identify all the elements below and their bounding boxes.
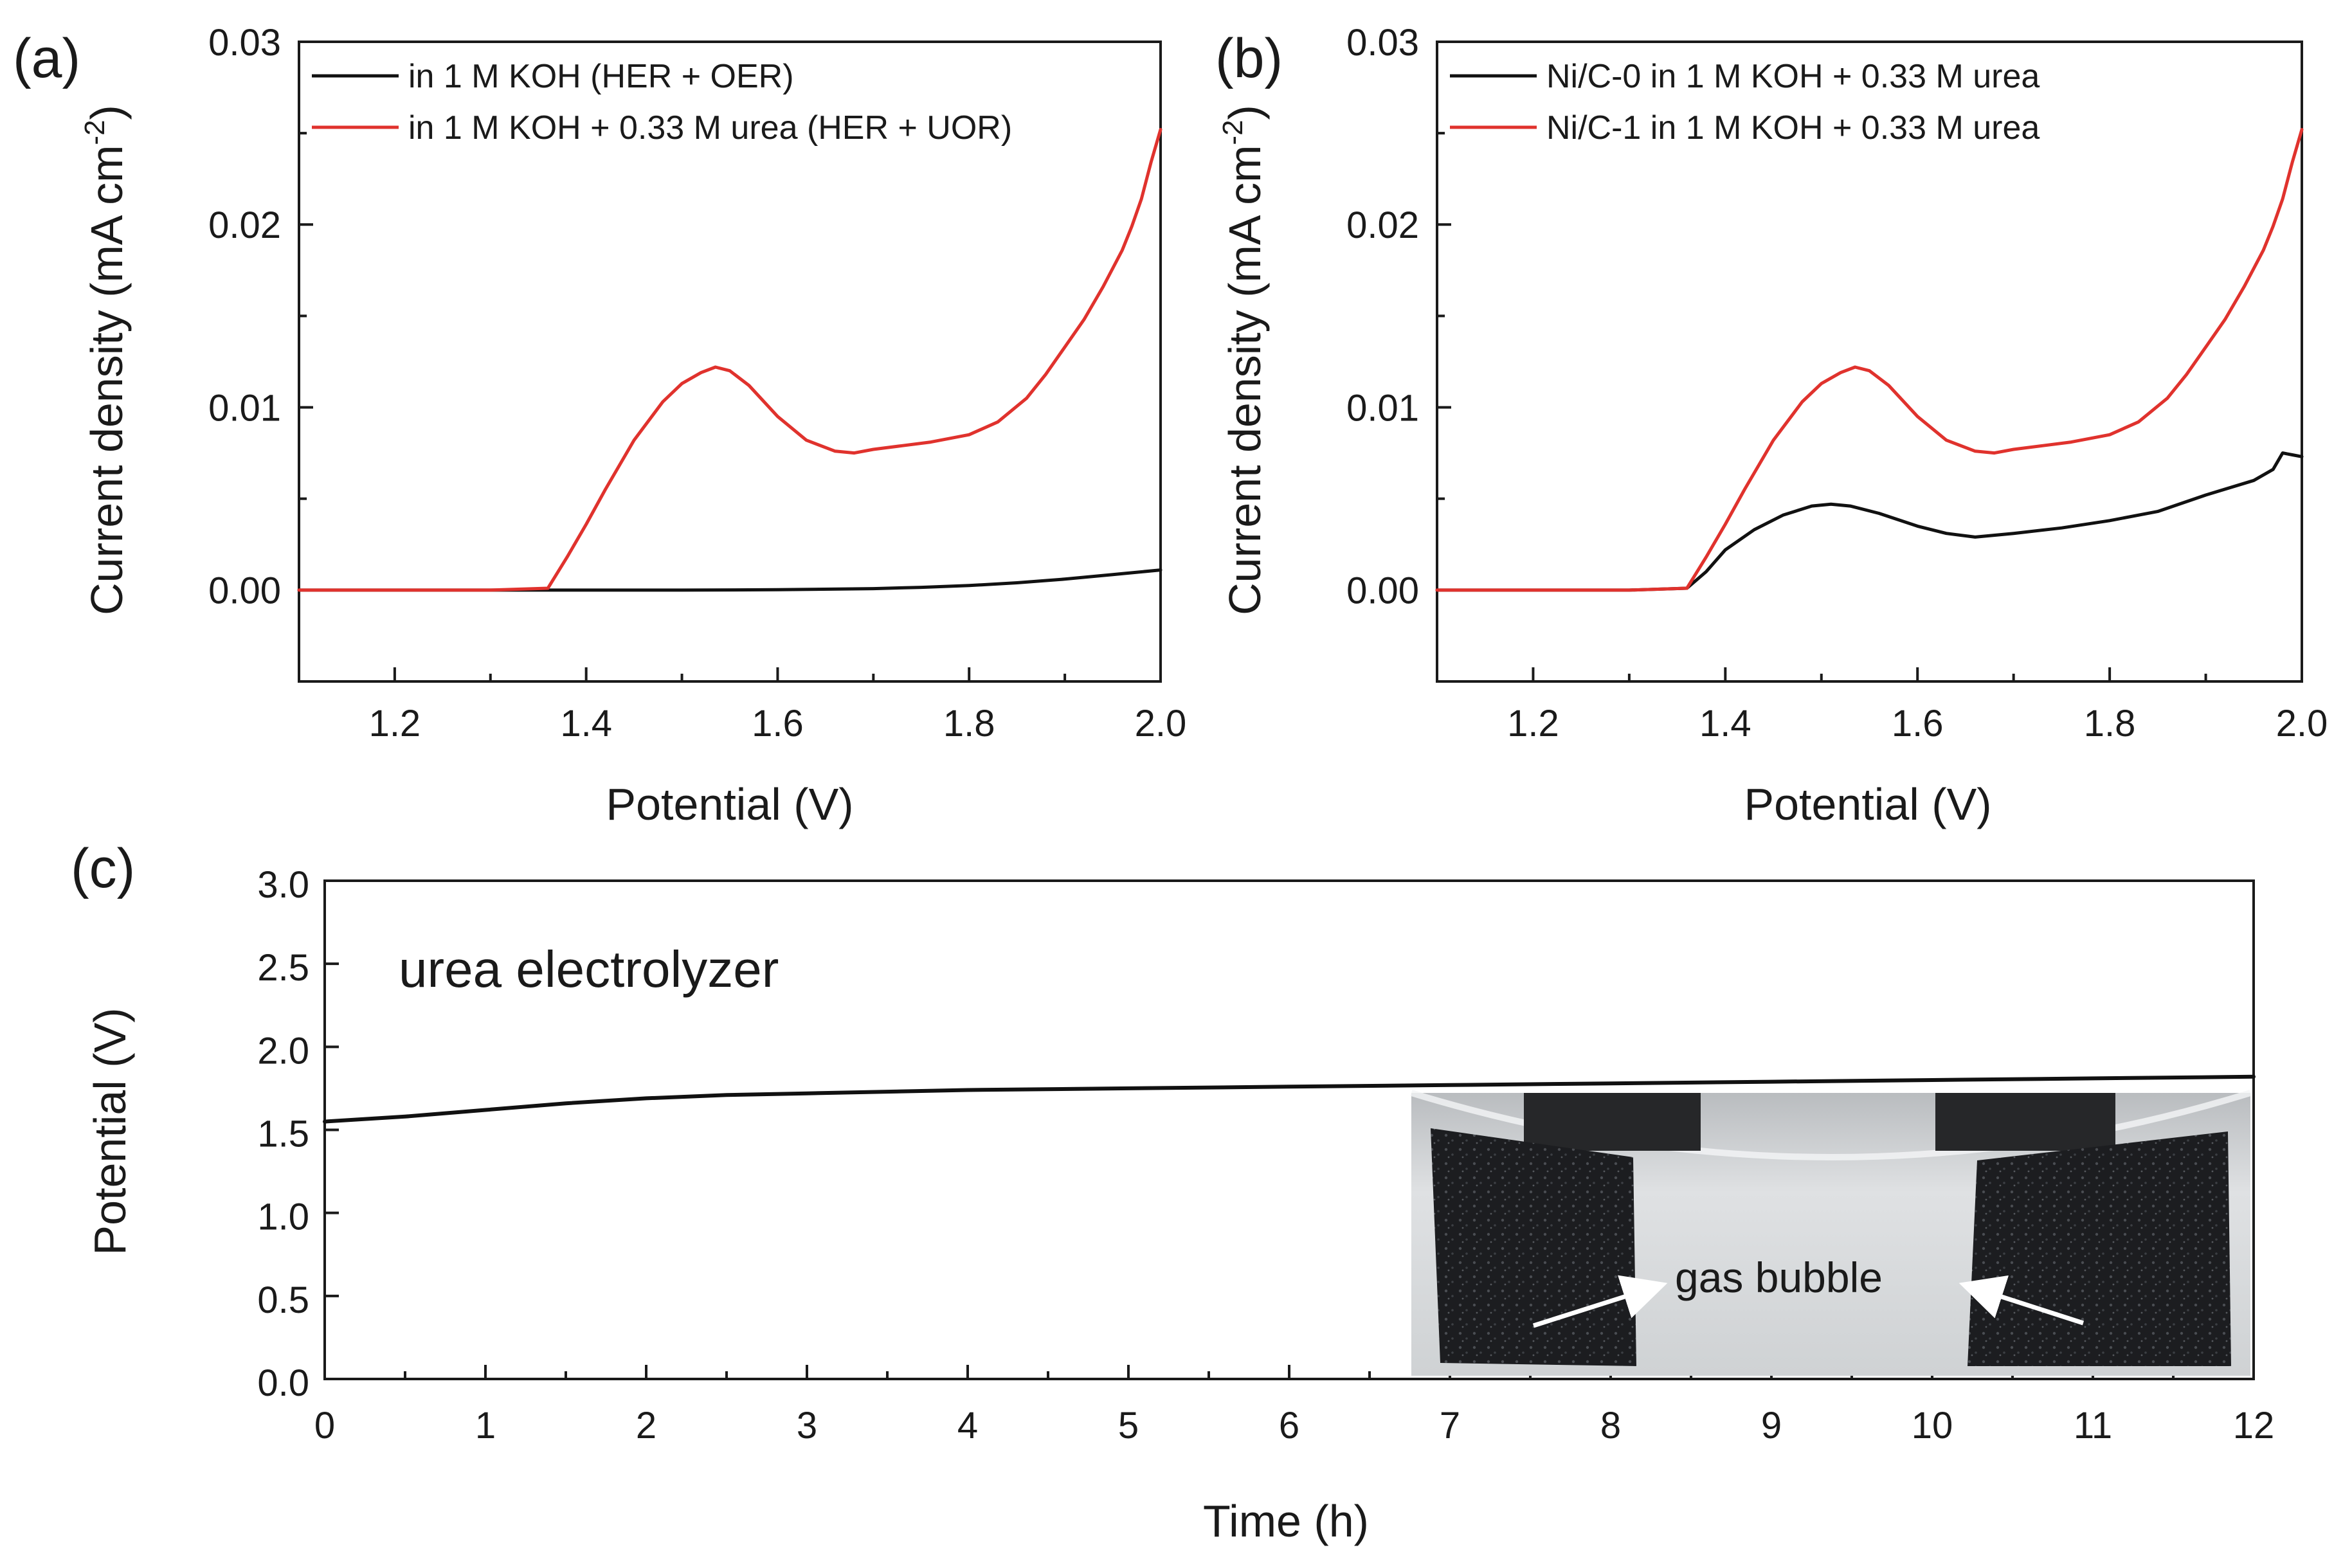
y-tick-label: 2.5 [257, 947, 309, 989]
x-tick-label: 1.4 [1699, 703, 1751, 744]
x-tick-label: 5 [1118, 1405, 1139, 1446]
panel-a: (a) 1.2 1.4 1.6 1.8 2.0 0.00 0.01 0.02 0.03 Pot… [13, 22, 1186, 829]
legend-a: in 1 M KOH (HER + OER) in 1 M KOH + 0.33… [312, 58, 1012, 147]
y-tick-label: 0.03 [1346, 22, 1419, 64]
electrode-foam-right [1968, 1131, 2231, 1366]
y-tick-label: 0.03 [208, 22, 281, 64]
x-tick-label: 2 [636, 1405, 656, 1446]
inset-caption: gas bubble [1675, 1254, 1883, 1301]
y-tick-label: 0.02 [1346, 204, 1419, 246]
y-tick-labels-a: 0.00 0.01 0.02 0.03 [208, 22, 281, 612]
x-tick-label: 10 [1912, 1405, 1953, 1446]
series-group-c [323, 1074, 2256, 1124]
y-axis-title-a: Current density (mA cm-2) [79, 105, 132, 615]
y-axis-title-a-sup: -2 [79, 120, 111, 145]
y-tick-labels-b: 0.00 0.01 0.02 0.03 [1346, 22, 1419, 612]
series-line-b-0 [1435, 451, 2304, 592]
y-axis-title-c: Potential (V) [85, 1007, 135, 1255]
y-tick-label: 0.0 [257, 1362, 309, 1404]
electrode-top-right [1935, 1093, 2115, 1151]
x-tick-label: 1.4 [560, 703, 612, 744]
x-tick-label: 1.2 [1507, 703, 1559, 744]
x-tick-label: 0 [314, 1405, 335, 1446]
y-tick-label: 0.01 [1346, 387, 1419, 429]
x-tick-label: 1.6 [752, 703, 804, 744]
panel-label-c: (c) [71, 838, 135, 899]
y-tick-label: 0.00 [1346, 570, 1419, 612]
legend-b: Ni/C-0 in 1 M KOH + 0.33 M urea Ni/C-1 i… [1450, 58, 2040, 147]
gas-bubble-arrow-right [1959, 1275, 2085, 1326]
y-axis-title-b-main: Current density (mA cm [1220, 145, 1270, 615]
x-tick-label: 12 [2233, 1405, 2275, 1446]
y-tick-labels-c: 0.0 0.5 1.0 1.5 2.0 2.5 3.0 [257, 864, 309, 1404]
x-tick-label: 1.8 [2084, 703, 2136, 744]
x-tick-label: 8 [1600, 1405, 1621, 1446]
panel-label-a: (a) [13, 28, 80, 89]
series-line-b-1 [1435, 128, 2304, 592]
y-tick-label: 1.5 [257, 1113, 309, 1155]
x-axis-title-b: Potential (V) [1744, 779, 1991, 829]
y-tick-label: 0.01 [208, 387, 281, 429]
inset-photo: gas bubble [1410, 1090, 2252, 1376]
electrode-top-left [1524, 1093, 1701, 1151]
panel-c: (c) 0 1 2 3 4 5 6 7 8 9 10 11 12 0.00.51.01.52.02.53… [71, 838, 2274, 1546]
y-axis-title-a-tail: ) [82, 105, 132, 120]
legend-b-label-0: Ni/C-0 in 1 M KOH + 0.33 M urea [1546, 58, 2040, 95]
series-line-c-0 [323, 1074, 2256, 1124]
x-tick-label: 7 [1440, 1405, 1460, 1446]
x-tick-label: 2.0 [1135, 703, 1187, 744]
series-group-a [297, 128, 1162, 592]
legend-b-label-1: Ni/C-1 in 1 M KOH + 0.33 M urea [1546, 109, 2040, 147]
x-tick-label: 6 [1279, 1405, 1299, 1446]
legend-a-label-1: in 1 M KOH + 0.33 M urea (HER + UOR) [408, 109, 1012, 147]
series-line-a-1 [297, 128, 1162, 592]
panel-b: (b) 1.2 1.4 1.6 1.8 2.0 0.00 0.01 0.02 0.03 Pot… [1215, 22, 2328, 829]
x-tick-label: 2.0 [2276, 703, 2328, 744]
y-tick-label: 1.0 [257, 1196, 309, 1238]
x-tick-labels-c: 0 1 2 3 4 5 6 7 8 9 10 11 12 [314, 1405, 2274, 1446]
electrode-foam-left [1431, 1128, 1636, 1366]
y-axis-title-b: Current density (mA cm-2) [1217, 105, 1270, 615]
y-tick-label: 0.5 [257, 1279, 309, 1321]
x-tick-label: 3 [797, 1405, 817, 1446]
x-tick-label: 1 [475, 1405, 496, 1446]
series-line-a-0 [297, 568, 1162, 592]
legend-a-label-0: in 1 M KOH (HER + OER) [408, 58, 794, 95]
x-tick-label: 1.6 [1892, 703, 1944, 744]
y-axis-title-b-tail: ) [1220, 105, 1270, 120]
x-tick-labels-a: 1.2 1.4 1.6 1.8 2.0 [369, 703, 1187, 744]
panel-label-b: (b) [1215, 28, 1283, 89]
x-tick-labels-b: 1.2 1.4 1.6 1.8 2.0 [1507, 703, 2328, 744]
series-group-b [1435, 128, 2304, 592]
y-tick-label: 0.00 [208, 570, 281, 612]
x-tick-label: 4 [957, 1405, 978, 1446]
x-axis-title-c: Time (h) [1203, 1496, 1369, 1546]
x-tick-label: 1.8 [943, 703, 995, 744]
x-axis-title-a: Potential (V) [606, 779, 853, 829]
y-tick-label: 3.0 [257, 864, 309, 906]
gas-bubble-arrow-left [1532, 1275, 1668, 1328]
y-tick-label: 2.0 [257, 1030, 309, 1072]
y-axis-title-a-main: Current density (mA cm [82, 145, 132, 615]
x-tick-label: 9 [1761, 1405, 1782, 1446]
y-axis-title-b-sup: -2 [1217, 120, 1249, 145]
plot-frame-b [1436, 41, 2303, 683]
x-tick-label: 11 [2074, 1405, 2112, 1446]
plot-frame-a [298, 41, 1162, 683]
annotation-urea-electrolyzer: urea electrolyzer [399, 941, 779, 998]
x-tick-label: 1.2 [369, 703, 421, 744]
y-tick-label: 0.02 [208, 204, 281, 246]
